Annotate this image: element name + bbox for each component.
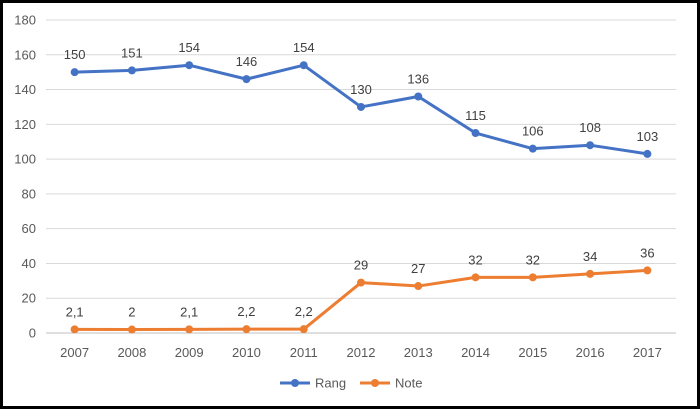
- legend: Rang Note: [280, 376, 422, 391]
- y-tick-label: 0: [29, 326, 36, 341]
- data-point-note: [586, 269, 595, 278]
- data-point-note: [414, 282, 423, 291]
- data-label-note: 2,1: [66, 304, 84, 319]
- data-point-note: [127, 325, 136, 334]
- data-label-rang: 115: [465, 108, 486, 123]
- data-point-note: [528, 273, 537, 282]
- data-point-rang: [357, 102, 365, 111]
- x-tick-label: 2009: [175, 345, 204, 360]
- x-tick-label: 2010: [232, 345, 261, 360]
- data-point-note: [185, 325, 194, 334]
- data-point-rang: [414, 92, 423, 101]
- data-point-rang: [127, 66, 136, 75]
- data-point-note: [471, 273, 480, 282]
- data-label-rang: 154: [178, 40, 200, 55]
- x-tick-label: 2015: [518, 345, 547, 360]
- data-point-rang: [643, 149, 652, 158]
- y-tick-label: 80: [22, 186, 36, 201]
- legend-label: Rang: [315, 376, 346, 391]
- data-label-note: 36: [640, 245, 654, 260]
- data-label-note: 32: [468, 252, 482, 267]
- data-label-rang: 108: [579, 120, 601, 135]
- y-tick-label: 60: [22, 221, 36, 236]
- data-label-rang: 154: [293, 40, 315, 55]
- data-label-note: 32: [526, 252, 540, 267]
- y-tick-label: 140: [14, 82, 36, 97]
- data-label-rang: 151: [121, 45, 143, 60]
- x-tick-label: 2017: [633, 345, 662, 360]
- data-point-note: [357, 278, 365, 287]
- data-label-note: 2: [128, 305, 135, 320]
- y-tick-label: 120: [14, 117, 36, 132]
- data-label-rang: 146: [236, 54, 258, 69]
- data-label-rang: 106: [522, 124, 544, 139]
- data-point-rang: [185, 61, 194, 70]
- x-tick-label: 2008: [117, 345, 146, 360]
- y-tick-label: 180: [14, 13, 36, 28]
- data-point-rang: [471, 129, 480, 138]
- data-point-note: [70, 325, 79, 334]
- legend-item-rang: Rang: [280, 376, 346, 391]
- y-tick-label: 100: [14, 152, 36, 167]
- legend-item-note: Note: [360, 376, 422, 391]
- data-label-note: 2,2: [295, 304, 313, 319]
- legend-swatch-marker: [371, 379, 379, 387]
- x-tick-label: 2016: [576, 345, 605, 360]
- data-point-note: [242, 325, 251, 334]
- x-tick-label: 2013: [404, 345, 433, 360]
- x-tick-label: 2014: [461, 345, 490, 360]
- data-label-rang: 150: [64, 47, 86, 62]
- x-tick-label: 2007: [60, 345, 89, 360]
- data-point-rang: [70, 68, 79, 77]
- data-label-rang: 130: [350, 82, 372, 97]
- x-tick-label: 2012: [347, 345, 376, 360]
- y-tick-label: 160: [14, 47, 36, 62]
- gridlines: [46, 19, 676, 334]
- data-point-rang: [299, 61, 308, 70]
- data-point-rang: [586, 141, 595, 150]
- data-point-note: [643, 266, 652, 275]
- data-point-note: [299, 325, 308, 334]
- y-tick-label: 20: [22, 291, 36, 306]
- y-axis-ticks: 0 20 40 60 80 100 120 140 160 180: [14, 13, 36, 341]
- legend-label: Note: [395, 376, 422, 391]
- data-label-note: 2,1: [180, 304, 198, 319]
- data-label-note: 27: [411, 261, 425, 276]
- data-label-note: 34: [583, 249, 597, 264]
- data-point-rang: [528, 144, 537, 153]
- series-note: 2,1 2 2,1 2,2 2,2 29 27 32 32 34 36: [66, 245, 655, 334]
- data-label-note: 29: [354, 258, 368, 273]
- data-label-rang: 103: [637, 129, 659, 144]
- y-tick-label: 40: [22, 256, 36, 271]
- data-label-rang: 136: [407, 72, 429, 87]
- data-label-note: 2,2: [237, 304, 255, 319]
- series-rang: 150 151 154 146 154 130 136 115 106 108 103: [64, 40, 658, 158]
- data-point-rang: [242, 75, 251, 84]
- x-axis-ticks: 2007 2008 2009 2010 2011 2012 2013 2014 2015 2016…: [60, 345, 662, 360]
- x-tick-label: 2011: [290, 345, 318, 360]
- legend-swatch-marker: [291, 379, 299, 387]
